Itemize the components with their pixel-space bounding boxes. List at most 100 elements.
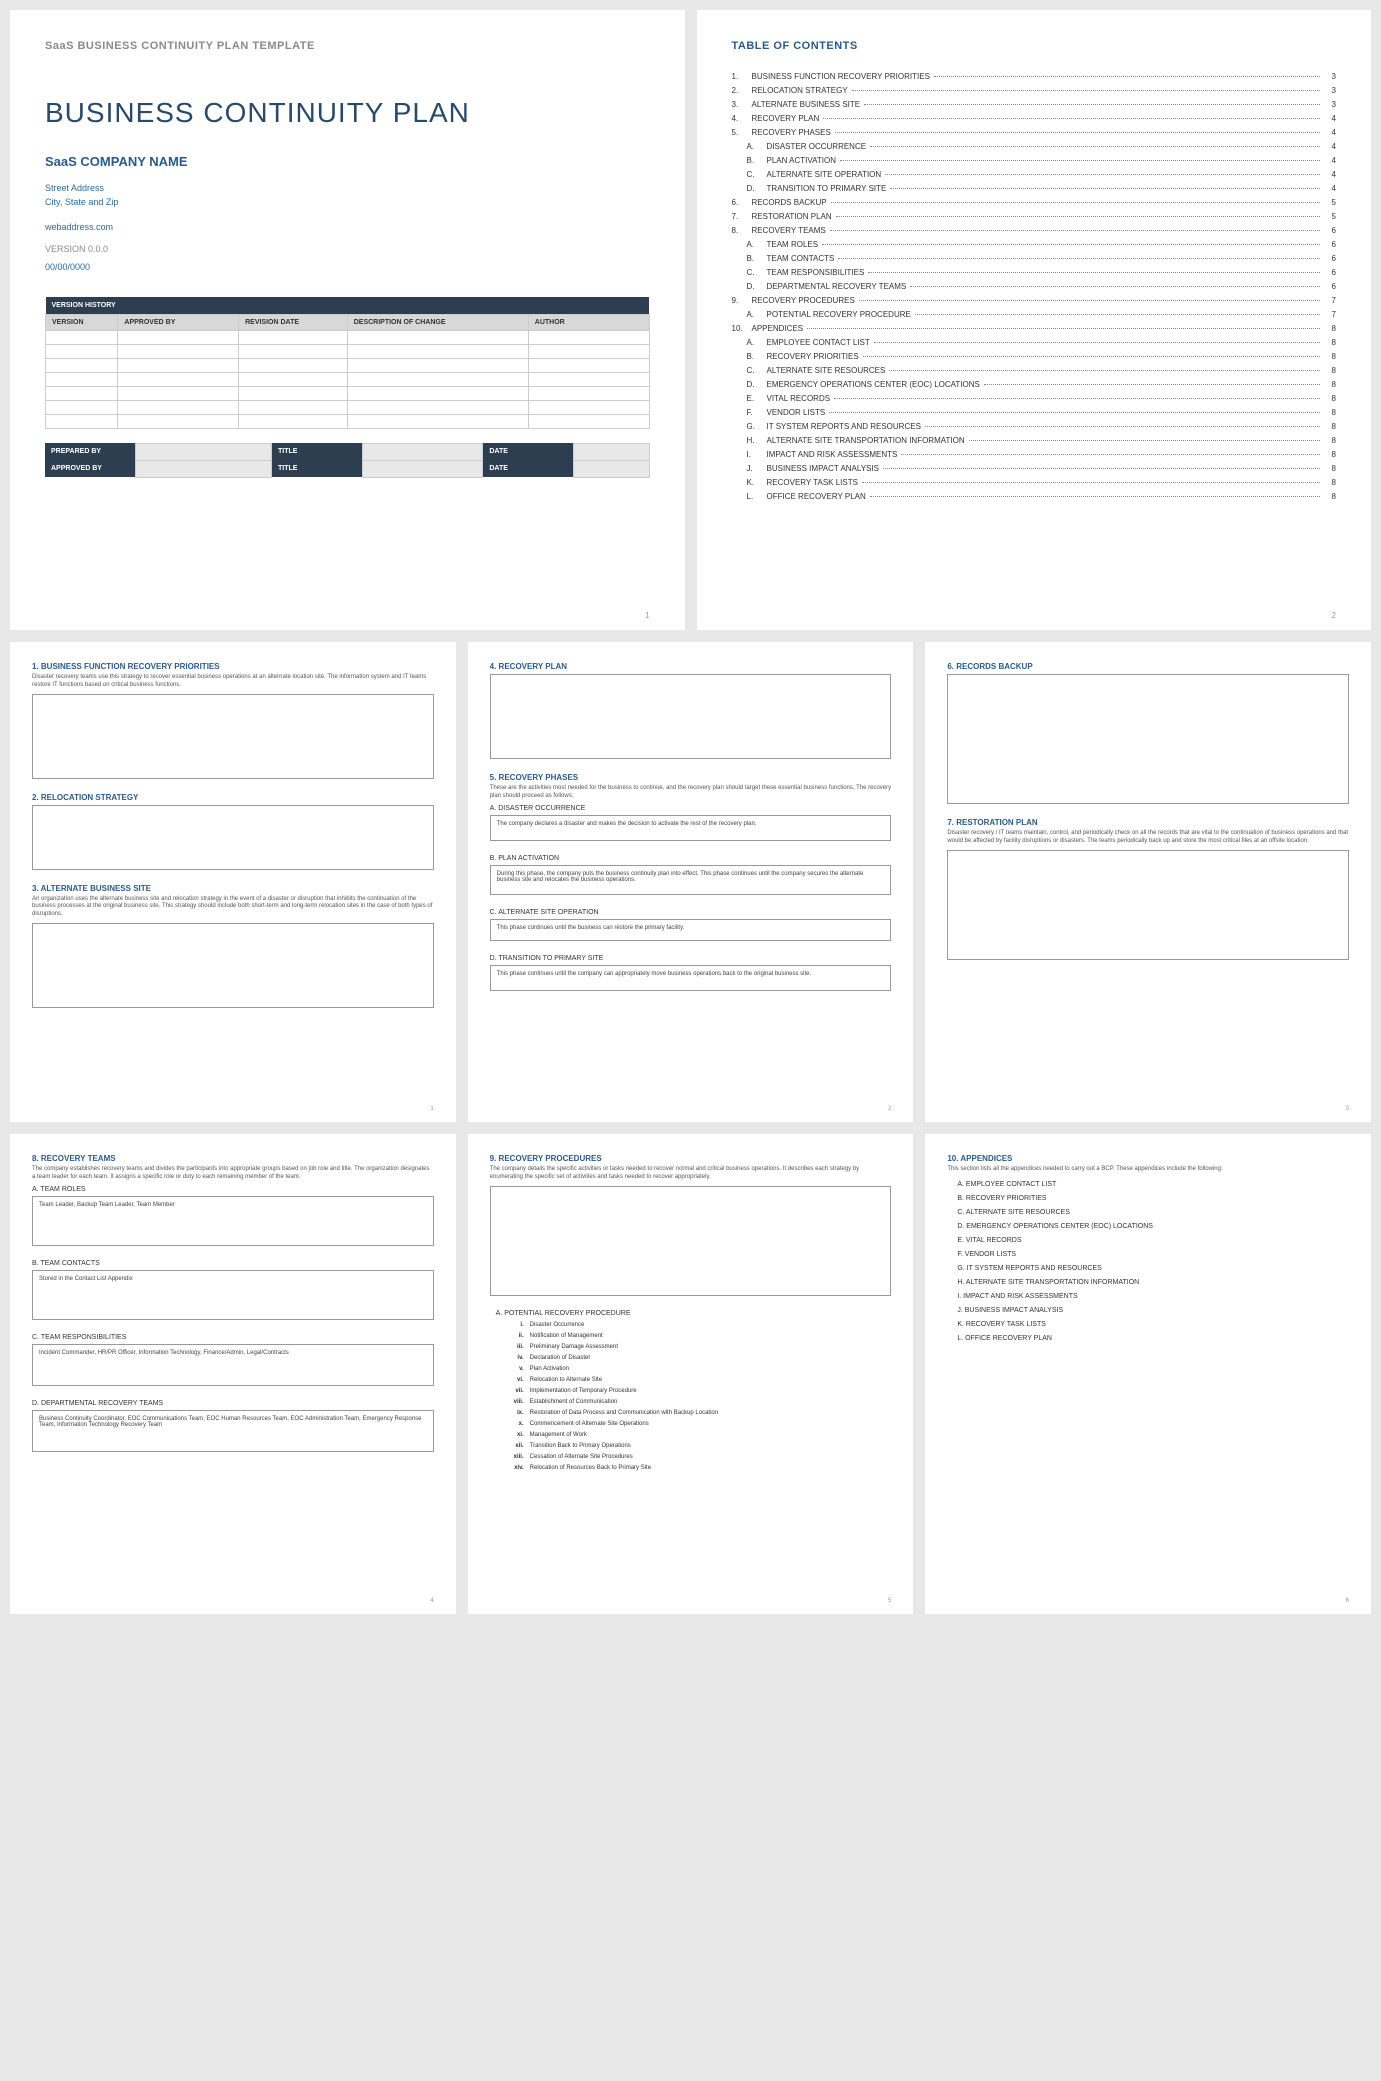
section-10-heading: 10. APPENDICES: [947, 1154, 1349, 1163]
toc-number: I.: [747, 450, 767, 459]
step-text: Restoration of Data Process and Communic…: [530, 1410, 718, 1416]
page-number: 2: [1332, 611, 1336, 620]
section-2-box: [32, 805, 434, 870]
date-label: 00/00/0000: [45, 262, 650, 272]
toc-text: TRANSITION TO PRIMARY SITE: [767, 184, 887, 193]
toc-entry: A.DISASTER OCCURRENCE4: [732, 142, 1337, 151]
toc-leader: [883, 468, 1320, 469]
toc-text: TEAM CONTACTS: [767, 254, 835, 263]
toc-leader: [925, 426, 1320, 427]
section-1-desc: Disaster recovery teams use this strateg…: [32, 674, 434, 690]
appendix-item: L. OFFICE RECOVERY PLAN: [957, 1335, 1349, 1342]
step-text: Commencement of Alternate Site Operation…: [530, 1421, 649, 1427]
toc-page: 8: [1324, 422, 1336, 431]
toc-number: G.: [747, 422, 767, 431]
toc-entry: D.EMERGENCY OPERATIONS CENTER (EOC) LOCA…: [732, 380, 1337, 389]
toc-text: EMERGENCY OPERATIONS CENTER (EOC) LOCATI…: [767, 380, 980, 389]
procedure-step: xiv.Relocation of Resources Back to Prim…: [508, 1465, 892, 1471]
toc-leader: [910, 286, 1320, 287]
page-2-toc: TABLE OF CONTENTS 1.BUSINESS FUNCTION RE…: [697, 10, 1372, 630]
toc-text: RECOVERY PRIORITIES: [767, 352, 859, 361]
toc-entry: E.VITAL RECORDS8: [732, 394, 1337, 403]
phase-d-heading: D. TRANSITION TO PRIMARY SITE: [490, 955, 892, 962]
team-contacts-heading: B. TEAM CONTACTS: [32, 1260, 434, 1267]
step-text: Implementation of Temporary Procedure: [530, 1388, 637, 1394]
toc-entry: 2.RELOCATION STRATEGY3: [732, 86, 1337, 95]
appendix-item: H. ALTERNATE SITE TRANSPORTATION INFORMA…: [957, 1279, 1349, 1286]
company-name: SaaS COMPANY NAME: [45, 154, 650, 169]
vh-col-desc: DESCRIPTION OF CHANGE: [347, 314, 528, 330]
toc-title: TABLE OF CONTENTS: [732, 40, 1337, 52]
step-text: Plan Activation: [530, 1366, 569, 1372]
toc-entry: 3.ALTERNATE BUSINESS SITE 3: [732, 100, 1337, 109]
toc-number: 7.: [732, 212, 752, 221]
page-number: 2: [888, 1106, 891, 1112]
toc-entry: 6.RECORDS BACKUP5: [732, 198, 1337, 207]
toc-entry: 5.RECOVERY PHASES4: [732, 128, 1337, 137]
toc-number: 3.: [732, 100, 752, 109]
toc-entry: D.TRANSITION TO PRIMARY SITE4: [732, 184, 1337, 193]
toc-number: D.: [747, 282, 767, 291]
toc-text: RECOVERY PHASES: [752, 128, 831, 137]
procedure-step: ii.Notification of Management: [508, 1333, 892, 1339]
section-3-box: [32, 923, 434, 1008]
step-text: Cessation of Alternate Site Procedures: [530, 1454, 633, 1460]
toc-page: 3: [1324, 100, 1336, 109]
document-title: BUSINESS CONTINUITY PLAN: [45, 97, 650, 129]
section-7-heading: 7. RESTORATION PLAN: [947, 818, 1349, 827]
toc-text: RESTORATION PLAN: [752, 212, 832, 221]
toc-page: 8: [1324, 492, 1336, 501]
toc-text: TEAM RESPONSIBILITIES: [767, 268, 865, 277]
toc-page: 8: [1324, 380, 1336, 389]
appendix-item: A. EMPLOYEE CONTACT LIST: [957, 1181, 1349, 1188]
step-text: Management of Work: [530, 1432, 587, 1438]
toc-page: 8: [1324, 436, 1336, 445]
procedure-step: xiii.Cessation of Alternate Site Procedu…: [508, 1454, 892, 1460]
vh-col-author: AUTHOR: [528, 314, 649, 330]
procedure-step: i.Disaster Occurrence: [508, 1322, 892, 1328]
section-7-box: [947, 850, 1349, 960]
appendix-item: I. IMPACT AND RISK ASSESSMENTS: [957, 1293, 1349, 1300]
step-number: v.: [508, 1366, 530, 1372]
section-3-heading: 3. ALTERNATE BUSINESS SITE: [32, 884, 434, 893]
toc-leader: [835, 132, 1320, 133]
step-text: Transition Back to Primary Operations: [530, 1443, 631, 1449]
step-number: xi.: [508, 1432, 530, 1438]
phase-a-box: The company declares a disaster and make…: [490, 815, 892, 841]
appendix-item: C. ALTERNATE SITE RESOURCES: [957, 1209, 1349, 1216]
section-9-desc: The company details the specific activit…: [490, 1166, 892, 1182]
page-3: 1. BUSINESS FUNCTION RECOVERY PRIORITIES…: [10, 642, 456, 1122]
step-number: ix.: [508, 1410, 530, 1416]
toc-entry: 8.RECOVERY TEAMS6: [732, 226, 1337, 235]
procedure-step: ix.Restoration of Data Process and Commu…: [508, 1410, 892, 1416]
toc-leader: [868, 272, 1320, 273]
procedure-list: i.Disaster Occurrence ii.Notification of …: [490, 1322, 892, 1471]
team-roles-box: Team Leader, Backup Team Leader, Team Me…: [32, 1196, 434, 1246]
section-2-heading: 2. RELOCATION STRATEGY: [32, 793, 434, 802]
toc-entry: B.PLAN ACTIVATION4: [732, 156, 1337, 165]
page-number: 4: [430, 1598, 433, 1604]
phase-b-heading: B. PLAN ACTIVATION: [490, 855, 892, 862]
toc-entry: B.RECOVERY PRIORITIES8: [732, 352, 1337, 361]
web-address: webaddress.com: [45, 222, 650, 232]
toc-page: 8: [1324, 324, 1336, 333]
step-number: iii.: [508, 1344, 530, 1350]
section-5-desc: These are the activities most needed for…: [490, 785, 892, 801]
toc-page: 4: [1324, 170, 1336, 179]
step-text: Declaration of Disaster: [530, 1355, 591, 1361]
toc-entry: D.DEPARTMENTAL RECOVERY TEAMS6: [732, 282, 1337, 291]
toc-entry: A.TEAM ROLES6: [732, 240, 1337, 249]
toc-number: 10.: [732, 324, 752, 333]
toc-leader: [901, 454, 1320, 455]
toc-text: TEAM ROLES: [767, 240, 819, 249]
toc-page: 3: [1324, 72, 1336, 81]
toc-entry: C.ALTERNATE SITE OPERATION4: [732, 170, 1337, 179]
toc-page: 8: [1324, 478, 1336, 487]
toc-entry: I.IMPACT AND RISK ASSESSMENTS8: [732, 450, 1337, 459]
toc-text: POTENTIAL RECOVERY PROCEDURE: [767, 310, 911, 319]
vh-col-approved: APPROVED BY: [118, 314, 239, 330]
phase-d-box: This phase continues until the company c…: [490, 965, 892, 991]
page-7: 9. RECOVERY PROCEDURES The company detai…: [468, 1134, 914, 1614]
toc-text: ALTERNATE BUSINESS SITE: [752, 100, 861, 109]
toc-number: A.: [747, 240, 767, 249]
